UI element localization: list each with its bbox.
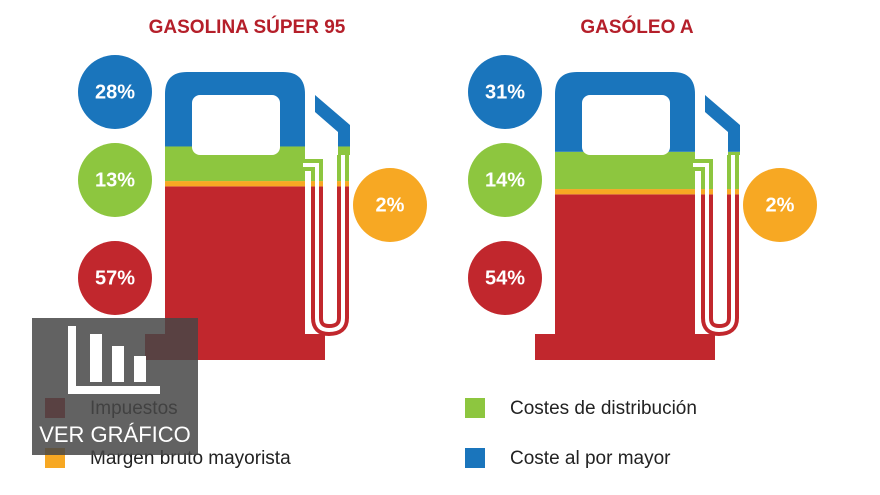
pump-base bbox=[535, 334, 715, 360]
value-bubble bbox=[78, 55, 152, 129]
ver-grafico-button[interactable]: VER GRÁFICO bbox=[32, 318, 198, 455]
value-bubble bbox=[743, 168, 817, 242]
value-bubble bbox=[468, 241, 542, 315]
pump-window bbox=[582, 95, 670, 155]
legend-label: Costes de distribución bbox=[510, 398, 697, 419]
pump-segment bbox=[550, 189, 750, 195]
value-bubble bbox=[468, 55, 542, 129]
pump-segment bbox=[160, 181, 360, 187]
pump-segment bbox=[160, 186, 360, 338]
chart-title: GASOLINA SÚPER 95 bbox=[149, 16, 346, 38]
value-bubble bbox=[353, 168, 427, 242]
chart-title: GASÓLEO A bbox=[580, 16, 694, 38]
pump-segment bbox=[550, 151, 750, 190]
legend-label: Coste al por mayor bbox=[510, 448, 671, 469]
value-label: 31% bbox=[485, 81, 525, 103]
legend-swatch bbox=[465, 398, 485, 418]
legend-swatch bbox=[465, 448, 485, 468]
value-label: 57% bbox=[95, 267, 135, 289]
value-label: 54% bbox=[485, 267, 525, 289]
value-label: 2% bbox=[766, 194, 795, 216]
value-bubble bbox=[468, 143, 542, 217]
value-bubble bbox=[78, 143, 152, 217]
value-label: 28% bbox=[95, 81, 135, 103]
pump-segment bbox=[550, 194, 750, 338]
button-label: VER GRÁFICO bbox=[39, 422, 191, 447]
value-label: 14% bbox=[485, 169, 525, 191]
value-label: 2% bbox=[376, 194, 405, 216]
pump-window bbox=[192, 95, 280, 155]
value-label: 13% bbox=[95, 169, 135, 191]
value-bubble bbox=[78, 241, 152, 315]
